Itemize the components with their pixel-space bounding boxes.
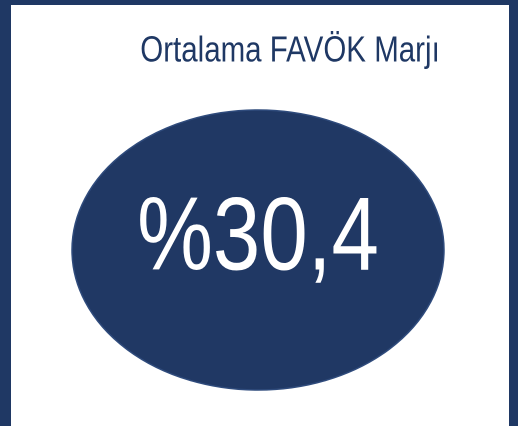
- kpi-value: %30,4: [137, 177, 379, 293]
- kpi-title: Ortalama FAVÖK Marjı: [140, 29, 440, 69]
- kpi-ellipse: [71, 109, 445, 391]
